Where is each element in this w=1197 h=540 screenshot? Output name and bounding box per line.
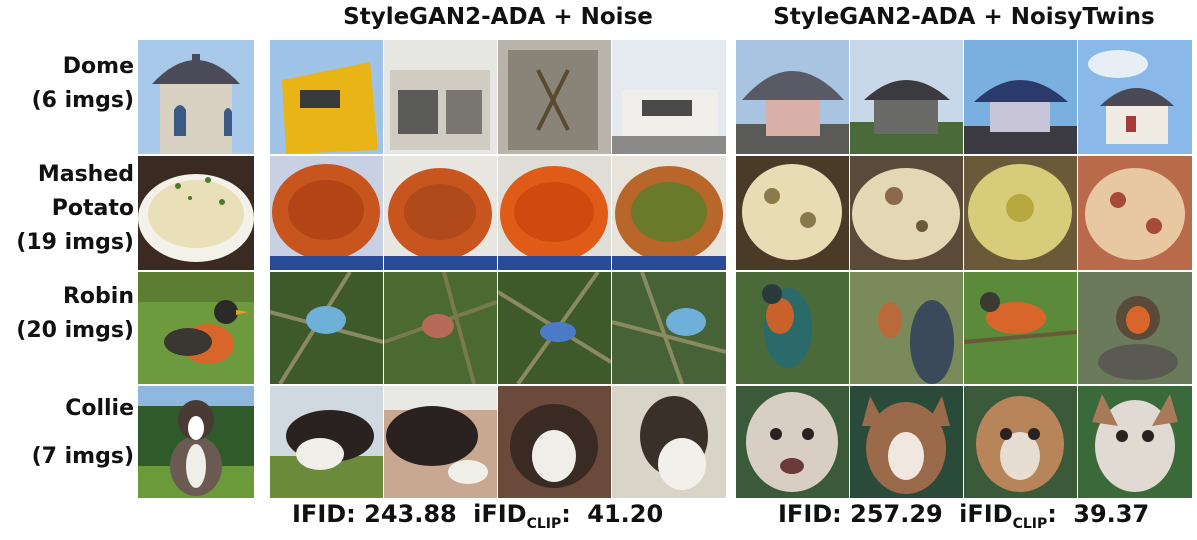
noise-sample-collie-2 (384, 386, 497, 498)
row-name: Robin (62, 284, 134, 309)
noisytwins-sample-dome-4 (1078, 40, 1192, 154)
row-name: Collie (65, 396, 134, 421)
noisytwins-sample-robin-3 (964, 272, 1077, 384)
noise-sample-potato-3 (498, 156, 611, 270)
noise-sample-dome-3 (498, 40, 611, 154)
ifid-value: 243.88 (364, 500, 457, 528)
noise-sample-dome-2 (384, 40, 497, 154)
ifid-clip-label: iFID (959, 500, 1013, 528)
noise-sample-robin-4 (612, 272, 726, 384)
noise-sample-dome-1 (270, 40, 383, 154)
noise-sample-robin-2 (384, 272, 497, 384)
noisytwins-sample-potato-2 (850, 156, 963, 270)
noisytwins-column-title: StyleGAN2-ADA + NoisyTwins (773, 4, 1155, 30)
noisytwins-sample-potato-3 (964, 156, 1077, 270)
ifid-clip-subscript: CLIP (526, 516, 562, 532)
noise-sample-collie-4 (612, 386, 726, 498)
noisytwins-sample-potato-4 (1078, 156, 1192, 270)
ifid-clip-colon: : (561, 500, 571, 528)
row-name-line1: Mashed (37, 162, 134, 187)
noise-sample-dome-4 (612, 40, 726, 154)
noise-sample-potato-4 (612, 156, 726, 270)
noise-column-title: StyleGAN2-ADA + Noise (343, 4, 653, 30)
noise-sample-robin-1 (270, 272, 383, 384)
noisytwins-sample-collie-4 (1078, 386, 1192, 498)
noisytwins-sample-potato-1 (736, 156, 849, 270)
noise-sample-collie-3 (498, 386, 611, 498)
row-label-dome: Dome (6 imgs) (32, 50, 134, 118)
ifid-clip-label: iFID (473, 500, 527, 528)
ifid-label: IFID: (778, 500, 842, 528)
noisytwins-sample-dome-3 (964, 40, 1077, 154)
noisytwins-image-grid (736, 40, 1192, 498)
noisytwins-sample-robin-2 (850, 272, 963, 384)
noisytwins-sample-collie-2 (850, 386, 963, 498)
ifid-clip-value: 41.20 (587, 500, 664, 528)
noisytwins-sample-robin-1 (736, 272, 849, 384)
reference-images-column (138, 40, 254, 498)
reference-image-collie (138, 386, 254, 498)
reference-image-robin (138, 272, 254, 384)
noisytwins-metrics: IFID: 257.29 iFIDCLIP: 39.37 (778, 500, 1149, 532)
ifid-value: 257.29 (850, 500, 943, 528)
noise-sample-collie-1 (270, 386, 383, 498)
noisytwins-sample-dome-2 (850, 40, 963, 154)
row-count: (6 imgs) (31, 88, 134, 113)
row-label-robin: Robin (20 imgs) (16, 280, 134, 348)
noisytwins-sample-collie-1 (736, 386, 849, 498)
ifid-clip-colon: : (1047, 500, 1057, 528)
noise-image-grid (270, 40, 726, 498)
reference-image-dome (138, 40, 254, 154)
ifid-label: IFID: (292, 500, 356, 528)
noise-sample-potato-2 (384, 156, 497, 270)
noise-metrics: IFID: 243.88 iFIDCLIP: 41.20 (292, 500, 663, 532)
noisytwins-sample-robin-4 (1078, 272, 1192, 384)
ifid-clip-subscript: CLIP (1012, 516, 1048, 532)
row-name: Dome (62, 54, 134, 79)
row-count: (7 imgs) (31, 444, 134, 469)
noise-sample-robin-3 (498, 272, 611, 384)
row-count: (20 imgs) (16, 318, 134, 343)
row-label-mashed-potato: Mashed Potato (19 imgs) (16, 158, 134, 260)
noise-sample-potato-1 (270, 156, 383, 270)
row-count: (19 imgs) (16, 230, 134, 255)
row-label-collie: Collie (7 imgs) (32, 392, 134, 474)
noisytwins-sample-collie-3 (964, 386, 1077, 498)
row-name-line2: Potato (51, 196, 134, 221)
ifid-clip-value: 39.37 (1073, 500, 1150, 528)
noisytwins-sample-dome-1 (736, 40, 849, 154)
reference-image-mashed-potato (138, 156, 254, 270)
